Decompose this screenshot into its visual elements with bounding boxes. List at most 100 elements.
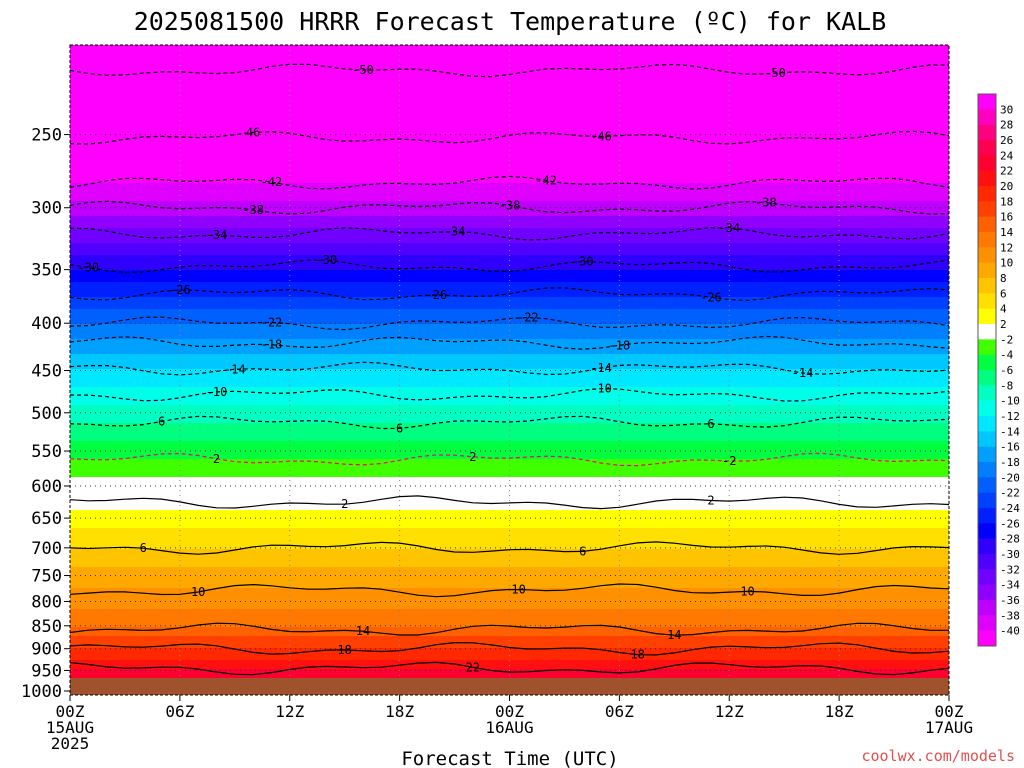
colorbar-label: -20 bbox=[1000, 471, 1020, 484]
isotherm-line bbox=[70, 175, 949, 190]
field-strip bbox=[70, 528, 949, 532]
field-strip bbox=[70, 63, 949, 67]
colorbar-label: 24 bbox=[1000, 149, 1014, 162]
field-strip bbox=[70, 387, 949, 391]
field-strip bbox=[70, 201, 949, 205]
field-strip bbox=[70, 426, 949, 430]
colorbar-label: 4 bbox=[1000, 303, 1007, 316]
isotherm-label: -50 bbox=[764, 66, 786, 80]
field-strip bbox=[70, 78, 949, 82]
field-strip bbox=[70, 483, 949, 487]
colorbar-label: -22 bbox=[1000, 487, 1020, 500]
field-strip bbox=[70, 648, 949, 652]
field-strip bbox=[70, 390, 949, 394]
field-strip bbox=[70, 450, 949, 454]
isotherm-label: -10 bbox=[590, 382, 612, 396]
isotherm-line bbox=[70, 200, 949, 215]
field-strip bbox=[70, 363, 949, 367]
y-tick-label: 250 bbox=[31, 126, 62, 146]
field-strip bbox=[70, 126, 949, 130]
colorbar-swatch bbox=[978, 324, 996, 340]
field-strip bbox=[70, 315, 949, 319]
field-strip bbox=[70, 468, 949, 472]
y-tick-label: 800 bbox=[31, 592, 62, 612]
field-strip bbox=[70, 258, 949, 262]
x-axis-title: Forecast Time (UTC) bbox=[401, 748, 618, 768]
isotherm-line bbox=[70, 452, 949, 467]
y-tick-label: 1000 bbox=[21, 682, 62, 702]
isotherm-label: -34 bbox=[444, 225, 466, 239]
colorbar-swatch bbox=[978, 262, 996, 279]
field-strip bbox=[70, 411, 949, 415]
colorbar-swatch bbox=[978, 140, 996, 156]
field-strip bbox=[70, 660, 949, 664]
colorbar-label: 28 bbox=[1000, 119, 1013, 132]
y-tick-label: 500 bbox=[31, 404, 62, 424]
field-strip bbox=[70, 87, 949, 91]
colorbar-swatch bbox=[978, 477, 996, 493]
field-strip bbox=[70, 405, 949, 409]
color-scale-legend: 30 28 26 24 22 20 18 16 14 12 10 8 6 4 2 -2 -4 -6 -8 -10 -12… bbox=[977, 93, 1020, 647]
x-tick-label: 18Z bbox=[385, 702, 414, 721]
y-tick-label: 900 bbox=[31, 640, 62, 660]
field-strip bbox=[70, 171, 949, 175]
field-strip bbox=[70, 255, 949, 259]
colorbar-label: -28 bbox=[1000, 533, 1020, 546]
field-strip bbox=[70, 228, 949, 232]
field-strip bbox=[70, 267, 949, 271]
field-strip bbox=[70, 582, 949, 586]
isotherm-line bbox=[70, 495, 949, 510]
field-strip bbox=[70, 165, 949, 169]
colorbar-label: 18 bbox=[1000, 195, 1013, 208]
field-strip bbox=[70, 132, 949, 136]
isotherm-line bbox=[70, 622, 949, 636]
isotherm-line bbox=[70, 259, 949, 274]
isotherm-line bbox=[70, 287, 949, 302]
field-strip bbox=[70, 72, 949, 76]
colorbar-swatch bbox=[978, 416, 996, 432]
field-strip bbox=[70, 342, 949, 346]
field-strip bbox=[70, 306, 949, 310]
field-strip bbox=[70, 603, 949, 607]
field-strip bbox=[70, 150, 949, 154]
field-strip bbox=[70, 297, 949, 301]
isotherm-label: 6 bbox=[396, 421, 403, 435]
field-strip bbox=[70, 351, 949, 355]
isotherm-label: -2 bbox=[722, 454, 736, 468]
field-strip bbox=[70, 618, 949, 622]
field-strip bbox=[70, 222, 949, 226]
colorbar-label: 22 bbox=[1000, 165, 1013, 178]
field-strip bbox=[70, 510, 949, 514]
field-strip bbox=[70, 111, 949, 115]
field-strip bbox=[70, 45, 949, 49]
field-strip bbox=[70, 447, 949, 451]
field-strip bbox=[70, 51, 949, 55]
isotherm-label: 14 bbox=[667, 628, 681, 642]
field-strip bbox=[70, 123, 949, 127]
colorbar-label: -36 bbox=[1000, 594, 1020, 607]
colorbar-swatch bbox=[978, 354, 996, 371]
isotherm-line bbox=[70, 316, 949, 331]
field-strip bbox=[70, 285, 949, 289]
y-axis-pressure-ticks: 250 300 350 400 450 500 550 600 650 700 750 800 850 9… bbox=[21, 126, 70, 702]
colorbar-swatch bbox=[978, 615, 996, 631]
isotherm-line bbox=[70, 227, 949, 241]
isotherm-label: -14 bbox=[224, 362, 246, 376]
isotherm-label: 14 bbox=[356, 624, 370, 638]
field-strip bbox=[70, 288, 949, 292]
colorbar-label: 8 bbox=[1000, 272, 1007, 285]
isotherm-contours: -50 -50 46 -46 -42 -42 -38 -38 -38 -34 -34 -34 -30 -3… bbox=[70, 63, 949, 676]
y-tick-label: 300 bbox=[31, 199, 62, 219]
field-strip bbox=[70, 333, 949, 337]
isotherm-label: 2 bbox=[707, 494, 714, 508]
colorbar-swatch bbox=[978, 186, 996, 202]
isotherm-label: -26 bbox=[425, 288, 447, 302]
colorbar-label: -2 bbox=[1000, 333, 1013, 346]
chart-title: 2025081500 HRRR Forecast Temperature (ºC… bbox=[134, 7, 887, 36]
colorbar-label: 2 bbox=[1000, 318, 1007, 331]
field-strip bbox=[70, 102, 949, 106]
colorbar-label: 6 bbox=[1000, 287, 1007, 300]
isotherm-label: 10 bbox=[191, 585, 205, 599]
field-strip bbox=[70, 141, 949, 145]
field-strip bbox=[70, 606, 949, 610]
